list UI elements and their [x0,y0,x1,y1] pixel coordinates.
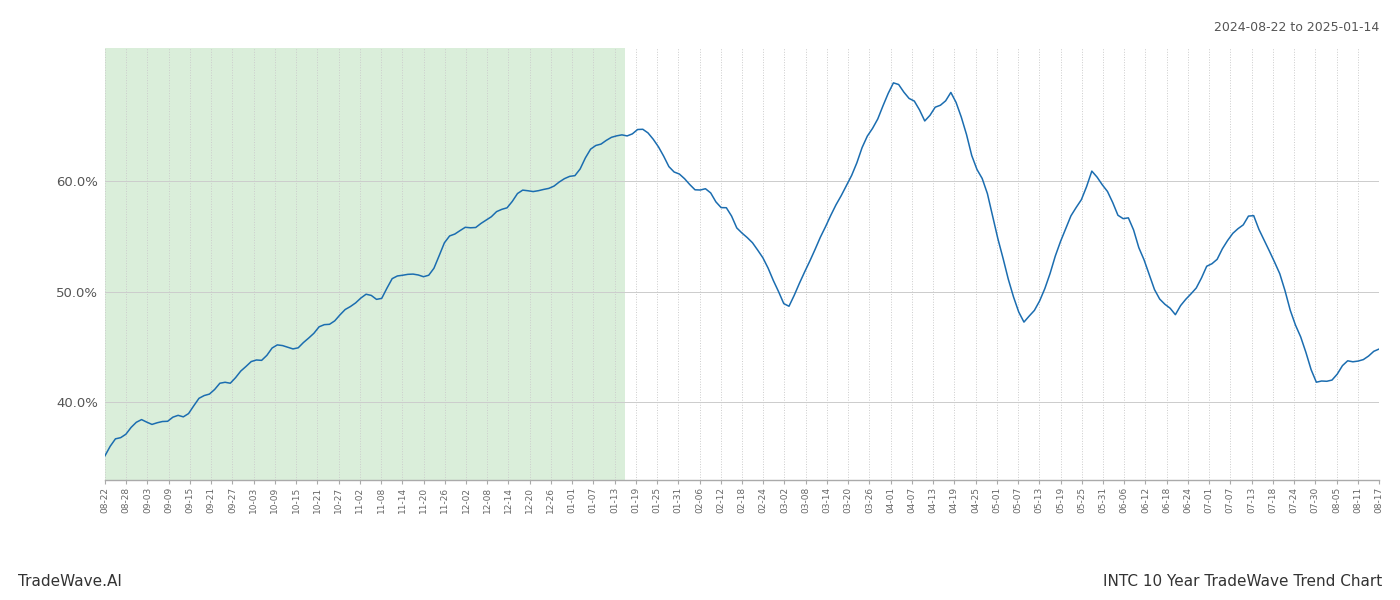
Text: INTC 10 Year TradeWave Trend Chart: INTC 10 Year TradeWave Trend Chart [1103,574,1382,589]
Bar [105,48,624,480]
Text: 2024-08-22 to 2025-01-14: 2024-08-22 to 2025-01-14 [1214,21,1379,34]
Text: TradeWave.AI: TradeWave.AI [18,574,122,589]
